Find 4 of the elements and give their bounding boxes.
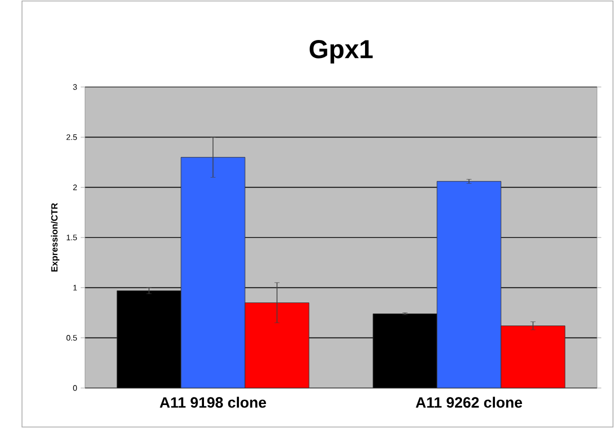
x-tick-label: A11 9262 clone (416, 396, 522, 408)
chart-title: Gpx1 (310, 40, 373, 64)
y-axis-title: Expression/CTR (50, 203, 60, 272)
x-tick-label: A11 9198 clone (160, 396, 266, 408)
